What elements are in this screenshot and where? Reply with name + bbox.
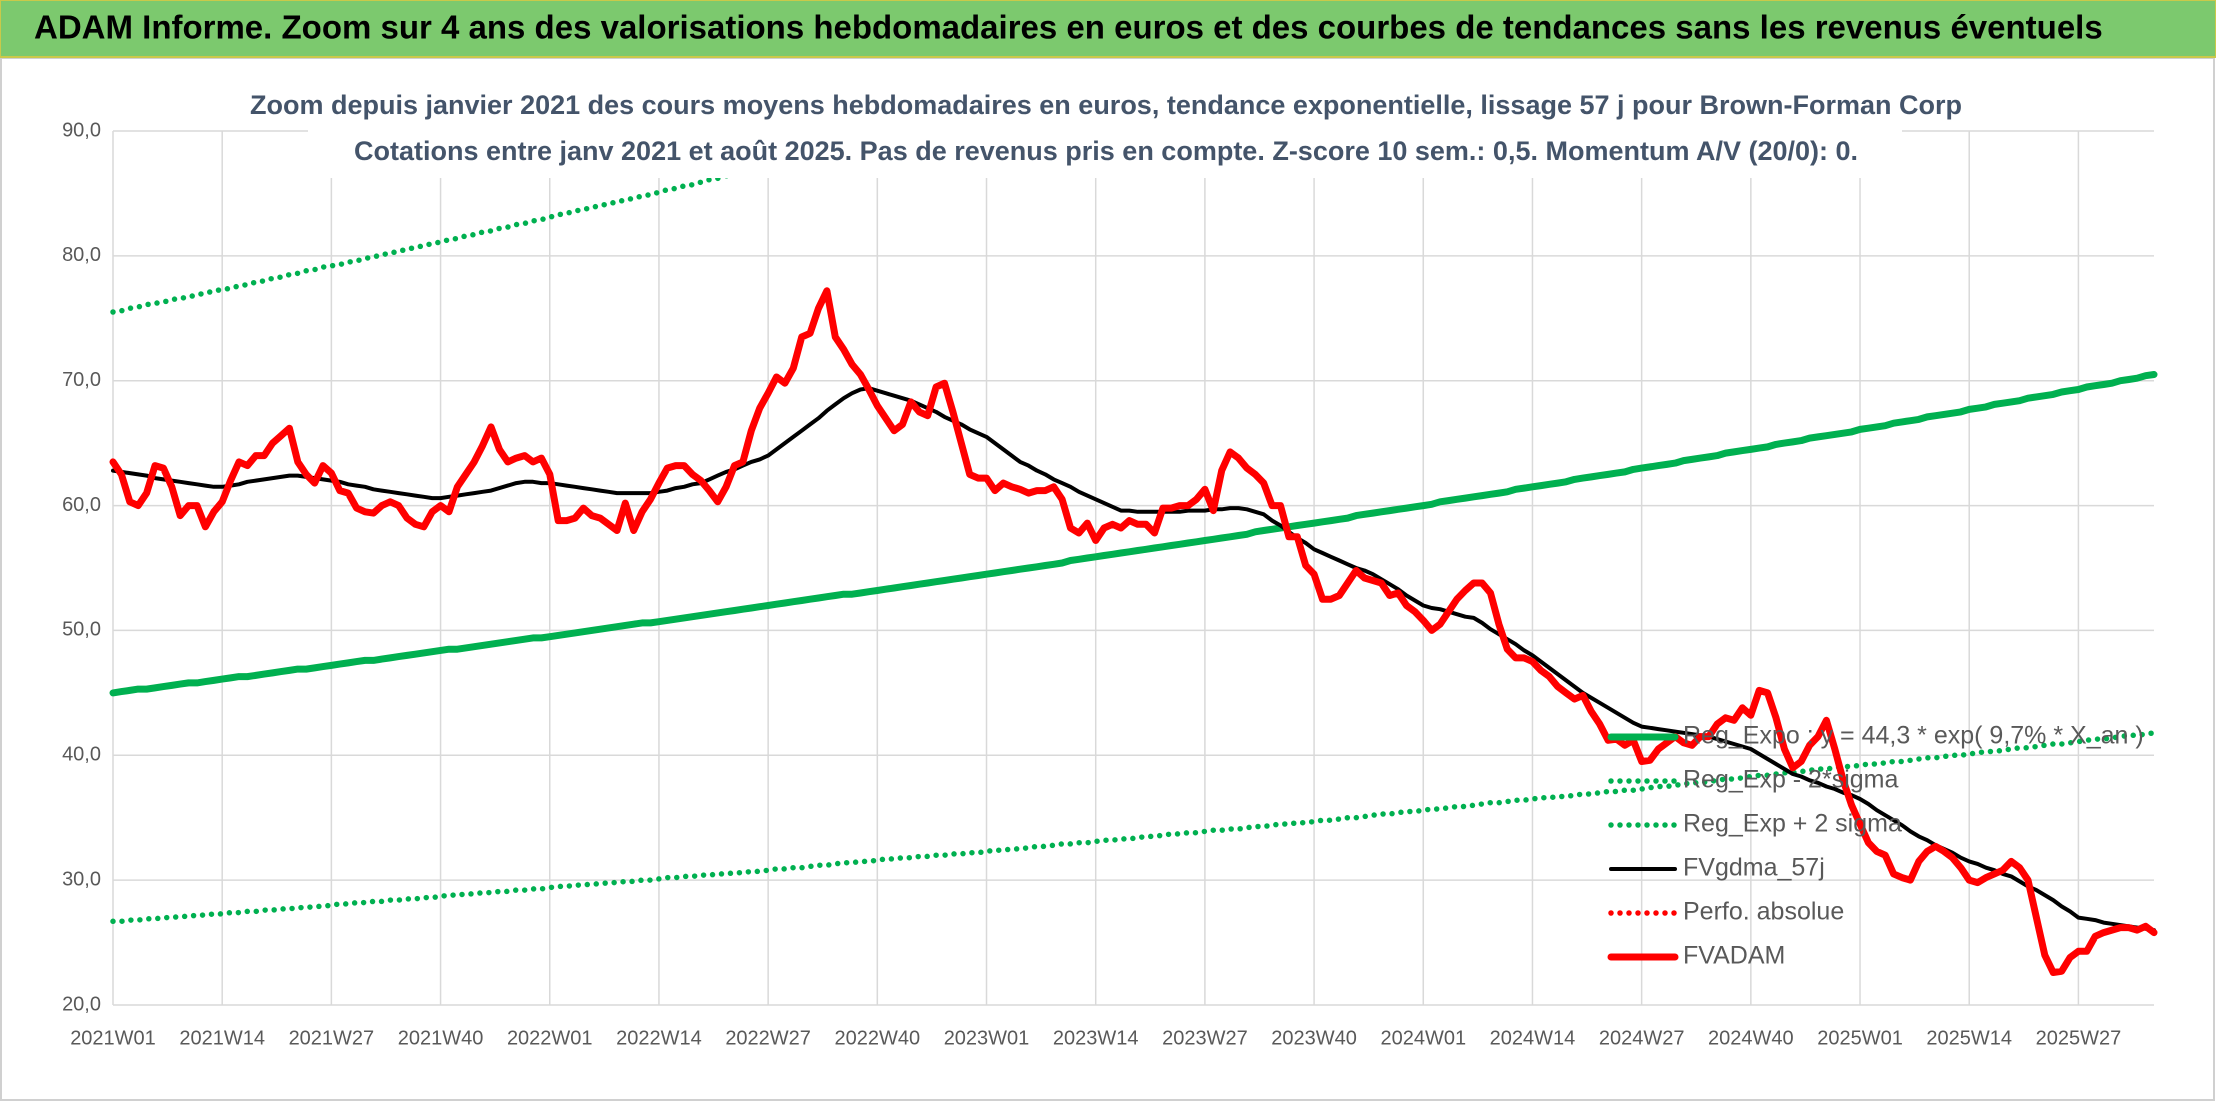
y-tick-label: 60,0 xyxy=(62,494,101,516)
y-tick-label: 80,0 xyxy=(62,244,101,266)
x-tick-label: 2022W01 xyxy=(507,1027,593,1049)
y-tick-label: 30,0 xyxy=(62,868,101,890)
subtitle: Zoom depuis janvier 2021 des cours moyen… xyxy=(250,90,1962,120)
x-tick-label: 2022W40 xyxy=(835,1027,921,1049)
y-tick-label: 20,0 xyxy=(62,993,101,1015)
legend-label: FVgdma_57j xyxy=(1683,854,1825,882)
y-tick-label: 90,0 xyxy=(62,119,101,141)
chart-frame xyxy=(0,57,2215,1101)
x-tick-label: 2021W27 xyxy=(289,1027,375,1049)
x-tick-label: 2025W01 xyxy=(1817,1027,1903,1049)
x-tick-label: 2023W01 xyxy=(944,1027,1030,1049)
x-tick-label: 2024W40 xyxy=(1708,1027,1794,1049)
y-tick-label: 70,0 xyxy=(62,369,101,391)
x-tick-label: 2022W14 xyxy=(616,1027,702,1049)
legend-label: Reg_Expo : y = 44,3 * exp( 9,7% * X_an ) xyxy=(1683,722,2144,750)
title-band xyxy=(0,0,2216,58)
x-tick-label: 2024W27 xyxy=(1599,1027,1685,1049)
x-tick-label: 2025W14 xyxy=(1926,1027,2012,1049)
legend-label: Perfo. absolue xyxy=(1683,898,1844,926)
series-line xyxy=(110,131,925,315)
subtitle: Cotations entre janv 2021 et août 2025. … xyxy=(354,136,1858,166)
legend-label: Reg_Exp + 2 sigma xyxy=(1683,810,1902,838)
y-tick-label: 40,0 xyxy=(62,744,101,766)
chart-title: ADAM Informe. Zoom sur 4 ans des valoris… xyxy=(34,9,2103,46)
x-tick-label: 2023W14 xyxy=(1053,1027,1139,1049)
x-tick-label: 2021W01 xyxy=(70,1027,156,1049)
x-tick-label: 2022W27 xyxy=(725,1027,811,1049)
series-line xyxy=(109,371,2158,697)
legend-label: FVADAM xyxy=(1683,942,1785,970)
x-tick-label: 2024W01 xyxy=(1380,1027,1466,1049)
legend: Reg_Expo : y = 44,3 * exp( 9,7% * X_an )… xyxy=(1607,722,2144,970)
x-tick-label: 2024W14 xyxy=(1490,1027,1576,1049)
x-tick-label: 2023W40 xyxy=(1271,1027,1357,1049)
legend-label: Reg_Exp - 2*sigma xyxy=(1683,766,1898,794)
series-line xyxy=(109,287,2158,976)
x-tick-label: 2021W14 xyxy=(179,1027,265,1049)
subtitle-box xyxy=(308,84,1902,178)
series-line xyxy=(110,730,2157,925)
x-tick-label: 2025W27 xyxy=(2036,1027,2122,1049)
y-tick-label: 50,0 xyxy=(62,619,101,641)
x-tick-label: 2021W40 xyxy=(398,1027,484,1049)
x-tick-label: 2023W27 xyxy=(1162,1027,1248,1049)
plot-area xyxy=(109,131,2158,976)
